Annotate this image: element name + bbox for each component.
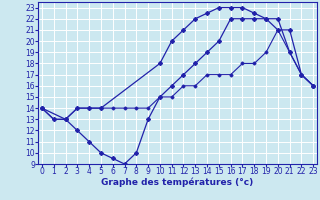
X-axis label: Graphe des températures (°c): Graphe des températures (°c) [101, 178, 254, 187]
